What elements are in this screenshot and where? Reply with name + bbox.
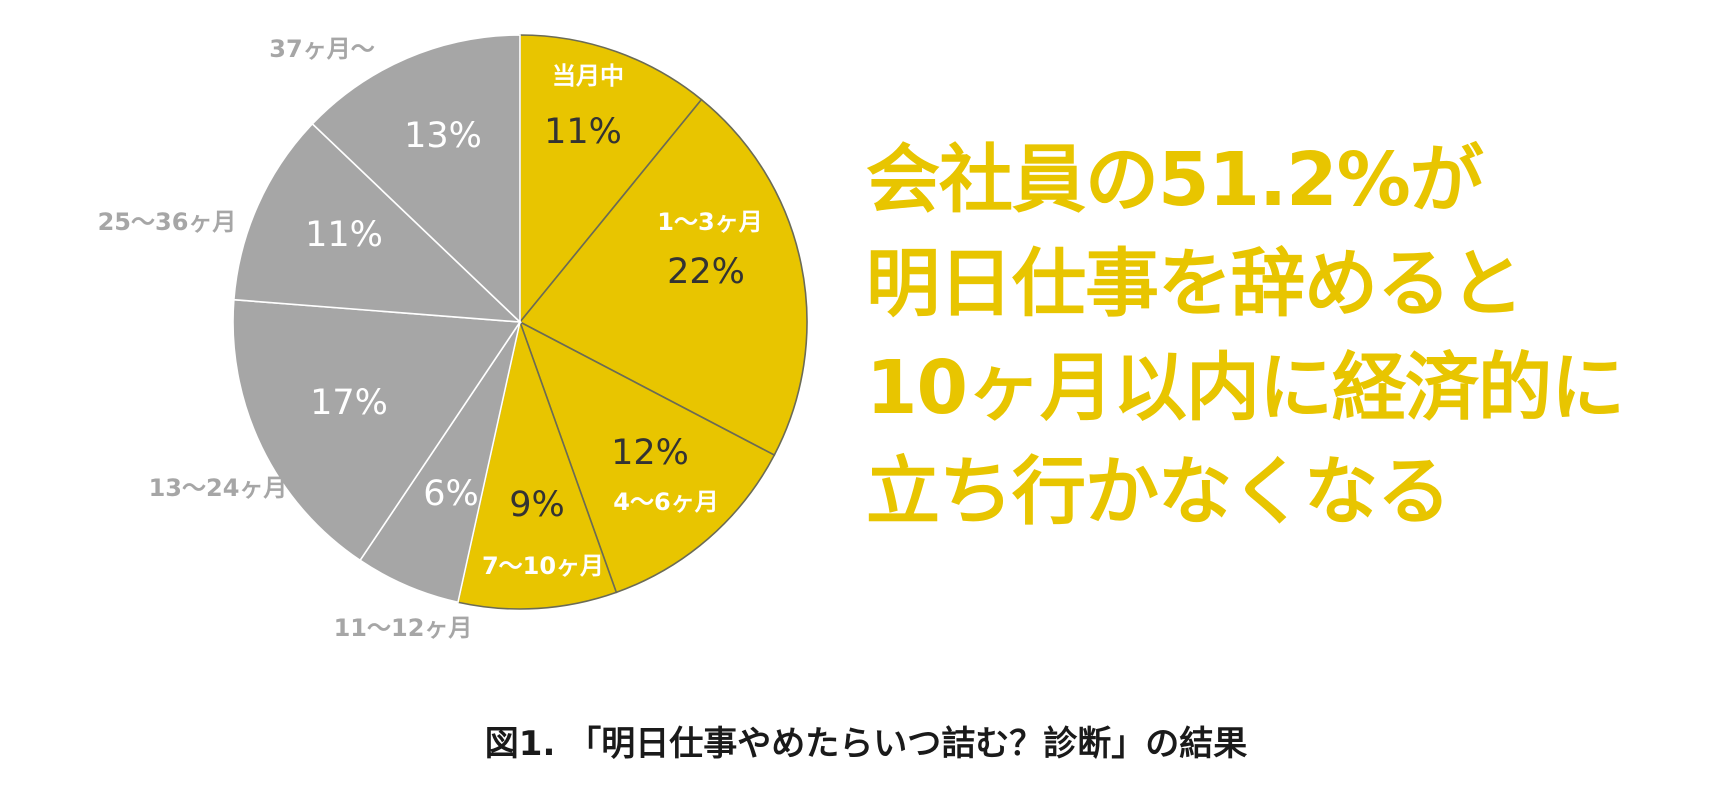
pie-percent-label: 9% bbox=[509, 485, 565, 525]
pie-slice bbox=[233, 122, 523, 323]
pie-category-label: 13〜24ヶ月 bbox=[149, 474, 288, 502]
pie-slice bbox=[457, 319, 618, 610]
headline-line-1: 会社員の51.2%が bbox=[866, 137, 1484, 223]
pie-slice bbox=[311, 34, 521, 324]
pie-slices bbox=[232, 34, 808, 610]
pie-category-label: 37ヶ月〜 bbox=[269, 35, 374, 63]
headline-line-4: 立ち行かなくなる bbox=[866, 449, 1451, 535]
pie-slice bbox=[519, 34, 703, 325]
headline-line-3: 10ヶ月以内に経済的に bbox=[866, 345, 1625, 431]
pie-percent-label: 11% bbox=[544, 112, 622, 152]
pie-percent-label: 22% bbox=[667, 252, 745, 292]
pie-slice bbox=[518, 320, 776, 594]
headline-line-2: 明日仕事を辞めると bbox=[866, 241, 1524, 327]
pie-percent-label: 11% bbox=[305, 215, 383, 255]
pie-percent-label: 13% bbox=[404, 116, 482, 156]
pie-category-label: 当月中 bbox=[552, 62, 624, 90]
pie-category-label: 25〜36ヶ月 bbox=[98, 208, 237, 236]
pie-category-label: 7〜10ヶ月 bbox=[482, 552, 604, 580]
headline: 会社員の51.2%が 明日仕事を辞めると 10ヶ月以内に経済的に 立ち行かなくな… bbox=[866, 128, 1706, 544]
figure-caption: 図1. 「明日仕事やめたらいつ詰む？診断」の結果 bbox=[484, 724, 1248, 764]
pie-slice bbox=[232, 298, 522, 562]
pie-category-label: 4〜6ヶ月 bbox=[613, 488, 718, 516]
pie-category-label: 1〜3ヶ月 bbox=[657, 208, 762, 236]
pie-slice bbox=[518, 98, 808, 457]
pie-percent-label: 17% bbox=[310, 383, 388, 423]
pie-category-label: 11〜12ヶ月 bbox=[334, 614, 473, 642]
pie-percent-label: 6% bbox=[423, 474, 479, 514]
pie-percent-label: 12% bbox=[611, 433, 689, 473]
